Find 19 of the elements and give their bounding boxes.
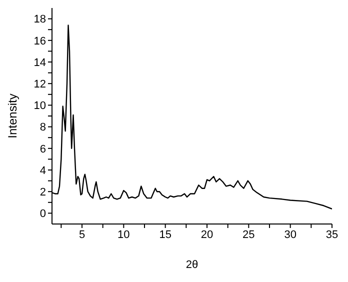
x-tick-label: 20 — [200, 228, 214, 241]
y-tick-label: 18 — [34, 14, 46, 26]
x-axis-title: 2θ — [186, 259, 198, 271]
y-tick-label: 8 — [40, 122, 46, 134]
x-tick-label: 25 — [242, 228, 255, 241]
y-tick-label: 10 — [34, 100, 46, 112]
y-tick-label: 4 — [40, 164, 46, 177]
y-tick-label: 0 — [40, 208, 46, 220]
x-tick-label: 15 — [159, 228, 172, 241]
y-axis-title: Intensity — [5, 94, 20, 138]
x-tick-label: 30 — [284, 228, 296, 241]
y-tick-label: 6 — [40, 143, 46, 156]
y-tick-label: 14 — [34, 56, 46, 69]
y-tick-label: 2 — [40, 186, 46, 199]
x-tick-label: 35 — [326, 228, 338, 241]
y-tick-label: 16 — [34, 35, 46, 48]
y-tick-label: 12 — [34, 78, 46, 91]
x-tick-label: 10 — [118, 228, 130, 241]
x-tick-label: 5 — [78, 228, 86, 241]
